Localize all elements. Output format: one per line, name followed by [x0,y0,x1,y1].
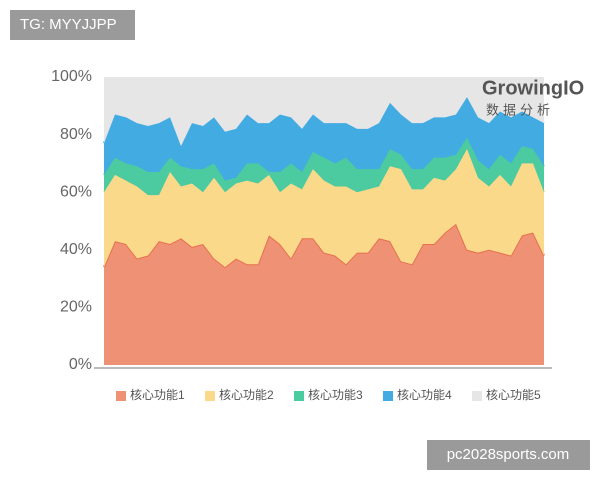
watermark-text: pc2028sports.com [447,446,570,463]
logo-sub: 数据分析 [486,102,554,117]
legend-label: 核心功能5 [486,388,541,402]
y-tick-label: 0% [69,356,92,373]
y-tick-label: 80% [60,126,92,143]
area-band [104,77,544,147]
watermark-box [427,440,590,470]
y-tick-label: 20% [60,299,92,316]
legend-swatch [383,391,393,401]
legend-swatch [205,391,215,401]
legend-label: 核心功能1 [130,388,185,402]
legend-swatch [294,391,304,401]
legend-swatch [116,391,126,401]
y-tick-label: 100% [51,68,92,85]
legend-swatch [472,391,482,401]
area-band [104,137,544,196]
legend-label: 核心功能4 [397,388,452,402]
y-tick-label: 60% [60,183,92,200]
tag-text: TG: MYYJJPP [20,16,117,33]
y-tick-label: 40% [60,241,92,258]
logo: GrowingIO [482,77,584,99]
tag-box [10,10,135,40]
legend-label: 核心功能2 [219,388,274,402]
legend-label: 核心功能3 [308,388,363,402]
